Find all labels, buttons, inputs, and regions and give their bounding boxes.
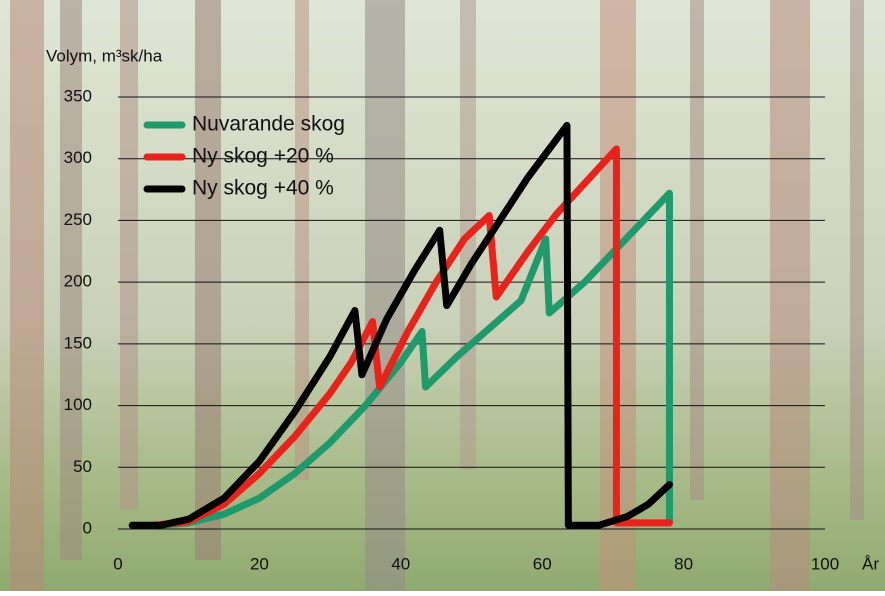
y-tick-label: 350 [64,86,92,105]
x-tick-label: 20 [250,554,269,573]
x-axis-label: År [862,554,879,573]
y-tick-label: 150 [64,333,92,352]
y-tick-label: 50 [73,457,92,476]
y-axis-label: Volym, m³sk/ha [46,46,163,65]
legend-label: Ny skog +40 % [192,177,334,200]
y-tick-label: 100 [64,395,92,414]
y-tick-label: 300 [64,148,92,167]
x-tick-label: 0 [113,554,122,573]
y-tick-label: 0 [83,518,92,537]
x-tick-label: 40 [391,554,410,573]
x-tick-label: 80 [674,554,693,573]
y-tick-label: 200 [64,272,92,291]
y-tick-label: 250 [64,210,92,229]
x-tick-label: 60 [533,554,552,573]
x-tick-label: 100 [811,554,839,573]
chart: Volym, m³sk/ha År 0 50 100 150 200 250 300 350 0… [0,0,885,591]
legend-label: Ny skog +20 % [192,145,334,168]
legend-label: Nuvarande skog [192,113,345,136]
